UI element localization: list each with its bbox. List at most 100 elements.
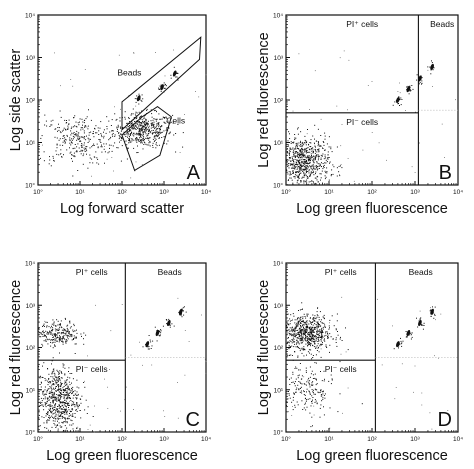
data-point	[313, 158, 315, 160]
data-point	[321, 333, 323, 335]
data-point	[313, 335, 315, 337]
data-point	[58, 123, 59, 125]
data-point	[70, 399, 72, 401]
data-point	[135, 105, 137, 107]
data-point	[51, 393, 53, 395]
data-point	[61, 338, 63, 340]
data-point	[312, 152, 314, 153]
data-point	[72, 415, 74, 417]
data-point	[43, 340, 45, 342]
data-point	[306, 166, 308, 168]
data-point	[69, 334, 71, 336]
data-point	[156, 134, 158, 136]
data-point	[148, 131, 150, 133]
data-point	[103, 137, 105, 139]
data-point	[314, 177, 316, 179]
data-point	[321, 400, 323, 402]
data-point	[321, 337, 322, 339]
data-point	[59, 418, 61, 420]
data-point	[401, 342, 403, 344]
data-point	[138, 131, 140, 133]
data-point	[316, 350, 318, 351]
data-point	[411, 336, 413, 338]
data-point	[75, 343, 77, 345]
data-point	[308, 342, 310, 344]
data-point	[305, 140, 307, 142]
data-point	[314, 145, 316, 147]
data-point	[53, 324, 55, 326]
data-point	[82, 128, 84, 130]
data-point	[291, 157, 293, 159]
data-point	[421, 324, 423, 326]
data-point	[59, 326, 61, 328]
data-point	[52, 157, 54, 159]
data-point	[300, 348, 302, 350]
data-point	[72, 378, 74, 380]
y-tick-label: 10²	[274, 345, 284, 352]
data-point	[42, 326, 44, 327]
data-point	[313, 393, 315, 395]
data-point	[65, 410, 67, 412]
data-point	[55, 397, 57, 398]
data-point	[320, 404, 322, 406]
data-point	[63, 337, 65, 339]
y-tick-label: 10²	[26, 98, 36, 105]
data-point	[324, 149, 326, 151]
data-point	[127, 131, 129, 133]
data-point	[293, 333, 295, 335]
data-point	[302, 336, 303, 338]
panel-letter: C	[186, 409, 200, 431]
data-point	[299, 381, 301, 383]
data-point	[136, 123, 138, 125]
data-point	[135, 121, 137, 122]
data-point	[315, 168, 317, 170]
data-point	[77, 132, 79, 134]
data-point	[313, 159, 315, 161]
data-point	[66, 379, 68, 381]
data-point	[39, 425, 41, 427]
data-point	[328, 136, 330, 138]
data-point	[63, 390, 65, 392]
data-point	[45, 393, 47, 395]
data-point	[135, 139, 137, 141]
data-point	[73, 401, 75, 403]
data-point	[63, 154, 64, 156]
data-point	[183, 306, 185, 308]
data-point	[147, 137, 149, 139]
data-point	[315, 336, 317, 338]
data-point	[59, 131, 61, 133]
data-point	[63, 331, 65, 333]
data-point	[85, 148, 87, 150]
data-point	[54, 136, 56, 138]
data-point	[299, 350, 301, 352]
data-point	[414, 365, 416, 367]
data-point	[322, 331, 324, 333]
data-point	[299, 157, 301, 159]
data-point	[53, 321, 55, 323]
data-point	[308, 381, 310, 383]
data-point	[62, 431, 64, 433]
data-point	[287, 180, 289, 181]
data-point	[53, 322, 55, 324]
data-point	[411, 332, 413, 334]
data-point	[306, 406, 308, 408]
data-point	[198, 96, 200, 98]
data-point	[183, 314, 185, 316]
data-point	[40, 375, 41, 377]
data-point	[79, 410, 81, 411]
data-point	[286, 401, 288, 403]
data-point	[294, 148, 296, 150]
data-point	[54, 378, 55, 380]
data-point	[48, 378, 50, 380]
data-point	[313, 182, 314, 184]
data-point	[65, 408, 67, 410]
data-point	[308, 384, 310, 386]
data-point	[177, 77, 179, 79]
data-point	[298, 335, 300, 337]
data-point	[52, 400, 54, 402]
data-point	[101, 134, 102, 136]
data-point	[297, 329, 299, 331]
data-point	[336, 175, 338, 177]
data-point	[316, 149, 318, 151]
data-point	[63, 430, 65, 432]
